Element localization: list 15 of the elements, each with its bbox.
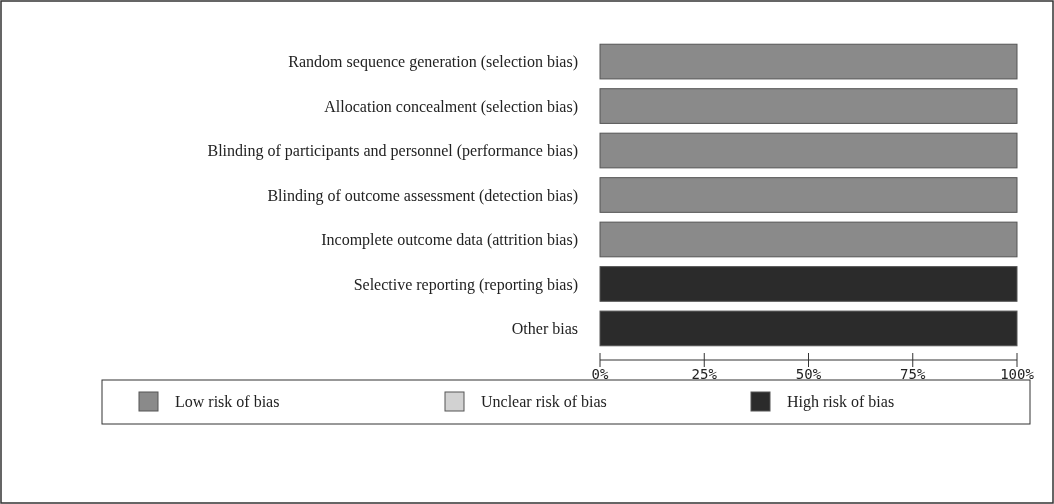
legend-label: Low risk of bias xyxy=(175,393,280,410)
y-tick-label: Allocation concealment (selection bias) xyxy=(324,97,578,116)
x-tick-label: 0% xyxy=(591,366,609,382)
y-tick-label: Incomplete outcome data (attrition bias) xyxy=(321,231,578,250)
legend-label: High risk of bias xyxy=(787,393,895,411)
y-tick-label: Random sequence generation (selection bias) xyxy=(288,53,578,72)
x-tick-label: 100% xyxy=(1000,366,1035,382)
y-tick-label: Blinding of outcome assessment (detection bias) xyxy=(267,186,578,205)
x-tick-label: 75% xyxy=(900,366,926,382)
y-tick-label: Other bias xyxy=(511,320,578,338)
x-tick-label: 25% xyxy=(691,366,718,382)
y-tick-label: Selective reporting (reporting bias) xyxy=(353,275,578,294)
legend-label: Unclear risk of bias xyxy=(481,393,607,410)
y-tick-label: Blinding of participants and personnel (performance bias) xyxy=(207,142,578,161)
x-tick-label: 50% xyxy=(795,366,822,382)
